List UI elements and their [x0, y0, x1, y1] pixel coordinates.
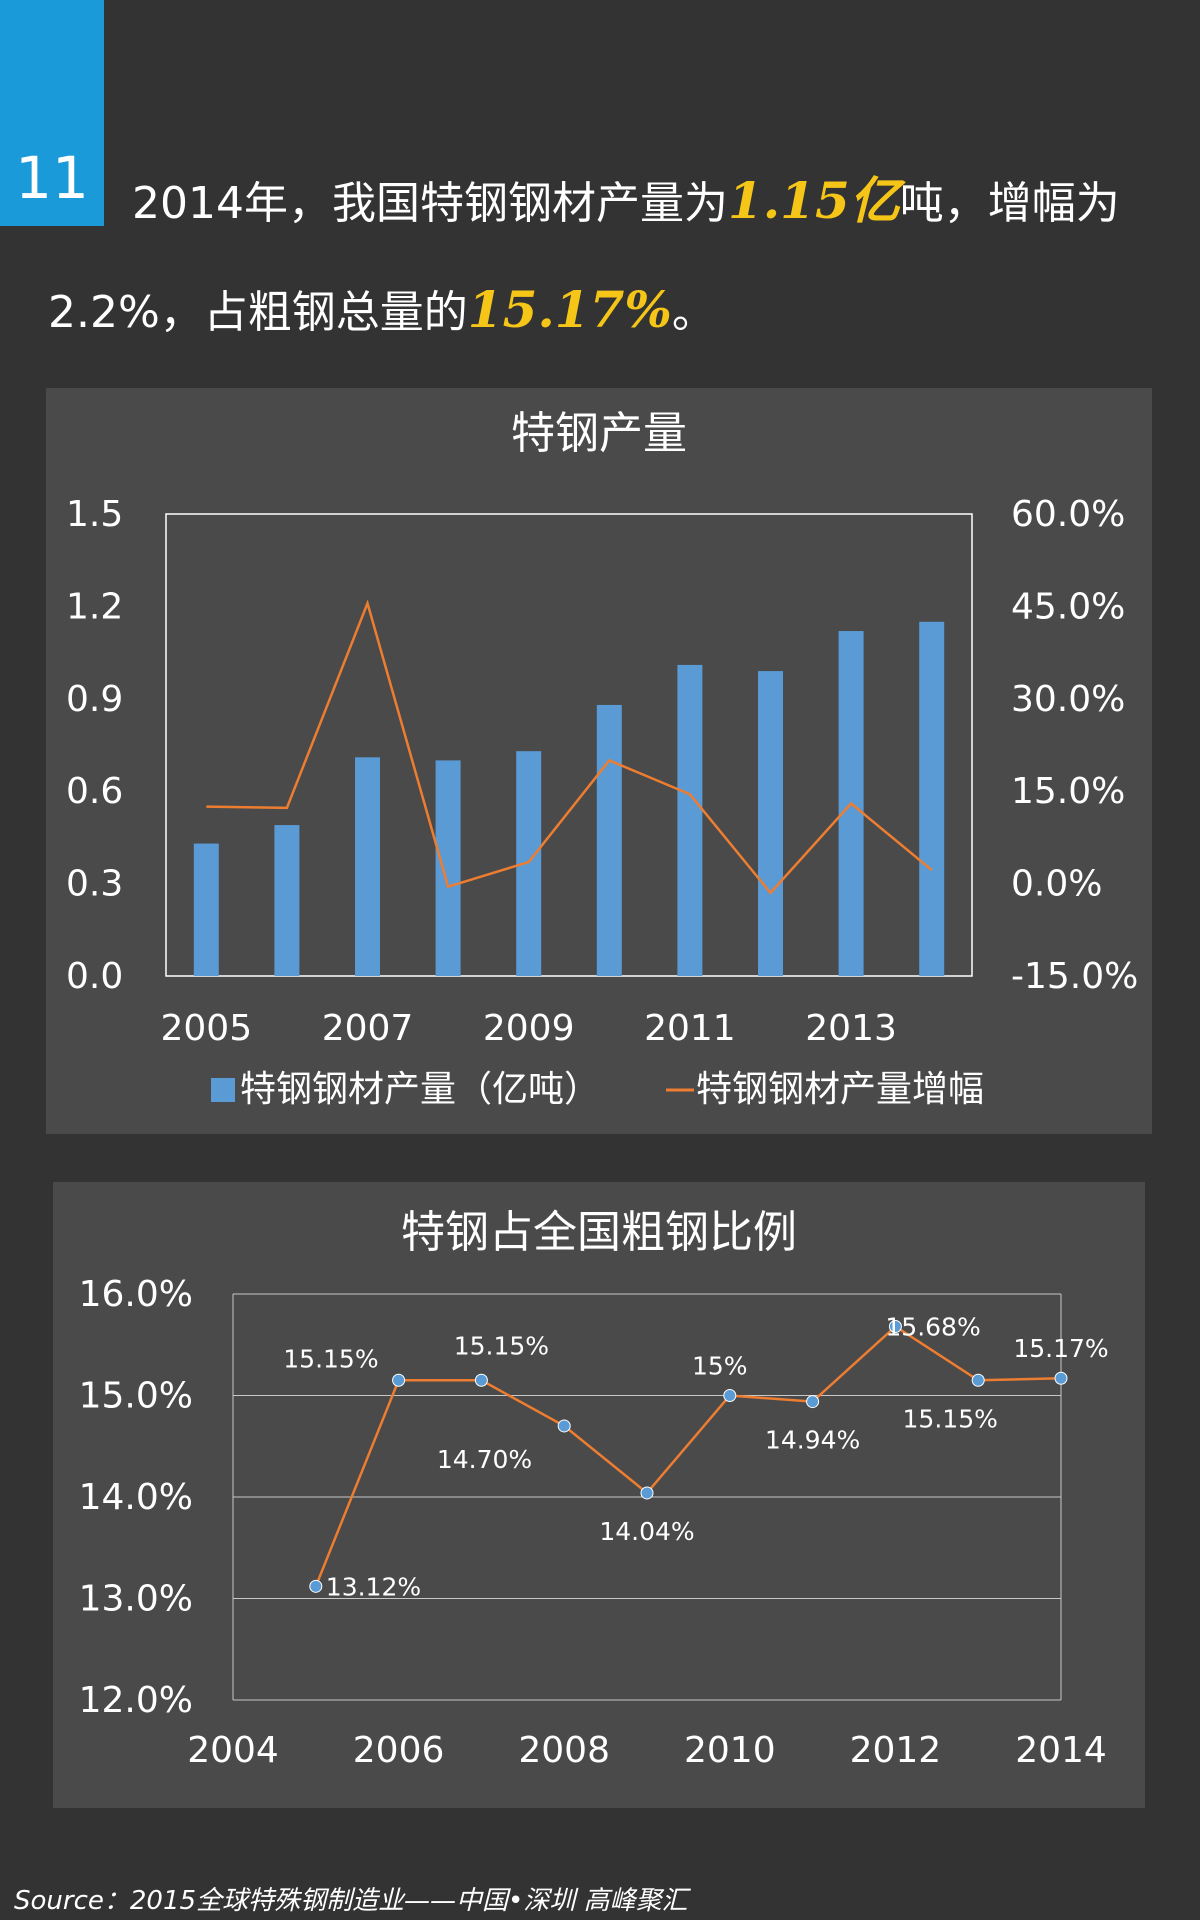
- right-axis-tick-label: 45.0%: [1011, 586, 1125, 627]
- share-point-2008: [557, 1419, 571, 1433]
- production-bar-2007: [355, 757, 380, 976]
- left-axis-tick-label: 0.3: [66, 864, 123, 905]
- share-point-2006: [392, 1373, 406, 1387]
- share-data-label-2011: 14.94%: [765, 1426, 860, 1455]
- share-point-2010: [723, 1389, 737, 1402]
- share-data-label-2014: 15.17%: [1013, 1334, 1108, 1363]
- x-axis-tick-label: 2008: [518, 1730, 610, 1771]
- share-data-label-2012: 15.68%: [885, 1312, 980, 1341]
- right-axis-tick-label: 15.0%: [1011, 771, 1125, 812]
- left-axis-tick-label: 1.2: [66, 586, 123, 627]
- x-axis-tick-label: 2009: [483, 1008, 575, 1049]
- y-axis-tick-label: 12.0%: [79, 1680, 193, 1721]
- left-axis-tick-label: 1.5: [66, 494, 123, 535]
- left-axis-tick-label: 0.9: [66, 679, 123, 720]
- y-axis-tick-label: 13.0%: [79, 1579, 193, 1620]
- production-bar-2010: [596, 704, 622, 976]
- right-axis-tick-label: 0.0%: [1011, 864, 1102, 905]
- legend-bar-swatch: [211, 1078, 235, 1102]
- right-axis-tick-label: 30.0%: [1011, 679, 1125, 720]
- share-point-2014: [1054, 1371, 1068, 1385]
- x-axis-tick-label: 2007: [322, 1008, 414, 1049]
- y-axis-tick-label: 14.0%: [79, 1477, 193, 1518]
- legend-bar-label: 特钢钢材产量（亿吨）: [240, 1069, 600, 1110]
- production-plot-area: [165, 513, 973, 977]
- headline-text-3: 。: [671, 287, 716, 338]
- share-chart: 特钢占全国粗钢比例 12.0% 13.0% 14.0% 15.0% 16.0% 2004…: [79, 1207, 1109, 1771]
- right-axis-tick-label: -15.0%: [1011, 956, 1138, 997]
- headline-text-1: 2014年，我国特钢钢材产量为: [132, 178, 728, 229]
- x-axis-tick-label: 2004: [187, 1730, 279, 1771]
- headline: 2014年，我国特钢钢材产量为1.15亿吨，增幅为2.2%，占粗钢总量的15.1…: [48, 148, 1158, 366]
- x-axis-tick-label: 2013: [805, 1008, 897, 1049]
- share-data-label-2013: 15.15%: [903, 1404, 998, 1433]
- production-chart-panel: 特钢产量 0.0 0.3 0.6 0.9 1.2 1.5 -15.0% 0.0% 15.0% 3…: [46, 388, 1152, 1134]
- y-axis-tick-label: 16.0%: [79, 1274, 193, 1315]
- share-data-label-2005: 13.12%: [326, 1572, 421, 1601]
- left-axis-tick-label: 0.6: [66, 771, 123, 812]
- right-axis-tick-label: 60.0%: [1011, 494, 1125, 535]
- production-bar-2012: [758, 671, 783, 976]
- share-point-2013: [971, 1373, 985, 1387]
- x-axis-tick-label: 2010: [684, 1730, 776, 1771]
- share-point-2007: [474, 1373, 488, 1387]
- slide-number-badge: 11: [0, 0, 104, 226]
- x-axis-tick-label: 2012: [850, 1730, 942, 1771]
- share-data-label-2006: 15.15%: [283, 1344, 378, 1373]
- production-bar-2008: [435, 760, 461, 976]
- x-axis-tick-label: 2011: [644, 1008, 736, 1049]
- y-axis-tick-label: 15.0%: [79, 1376, 193, 1417]
- share-point-2011: [806, 1395, 820, 1409]
- left-axis-tick-label: 0.0: [66, 956, 123, 997]
- share-data-label-2010: 15%: [692, 1352, 748, 1381]
- share-chart-title: 特钢占全国粗钢比例: [401, 1207, 797, 1258]
- production-chart: 特钢产量 0.0 0.3 0.6 0.9 1.2 1.5 -15.0% 0.0% 15.0% 3…: [66, 408, 1138, 1110]
- growth-rate-line: [206, 599, 933, 895]
- slide-number: 11: [15, 144, 89, 212]
- headline-text-2: 吨，增幅为2.2%，占粗钢总量的: [48, 178, 1120, 338]
- share-data-label-2007: 15.15%: [454, 1331, 549, 1360]
- source-note: Source：2015全球特殊钢制造业——中国•深圳 高峰聚汇: [14, 1886, 688, 1916]
- share-point-2012: [888, 1319, 902, 1333]
- production-bar-2014: [919, 621, 945, 976]
- share-data-label-2008: 14.70%: [437, 1445, 532, 1474]
- production-bar-2006: [274, 825, 300, 976]
- share-chart-panel: 特钢占全国粗钢比例 12.0% 13.0% 14.0% 15.0% 16.0% 2004…: [53, 1182, 1145, 1808]
- share-data-label-2009: 14.04%: [599, 1517, 694, 1546]
- headline-highlight-output: 1.15亿: [727, 171, 900, 230]
- production-chart-title: 特钢产量: [511, 408, 687, 459]
- share-point-2005: [309, 1579, 323, 1593]
- production-bar-2005: [193, 843, 219, 976]
- share-point-2009: [640, 1486, 654, 1500]
- production-bar-2011: [677, 664, 703, 976]
- x-axis-tick-label: 2006: [353, 1730, 445, 1771]
- x-axis-tick-label: 2005: [160, 1008, 252, 1049]
- legend-line-label: 特钢钢材产量增幅: [696, 1069, 984, 1110]
- x-axis-tick-label: 2014: [1015, 1730, 1107, 1771]
- share-line: [314, 1324, 1062, 1587]
- headline-highlight-share: 15.17%: [467, 280, 672, 339]
